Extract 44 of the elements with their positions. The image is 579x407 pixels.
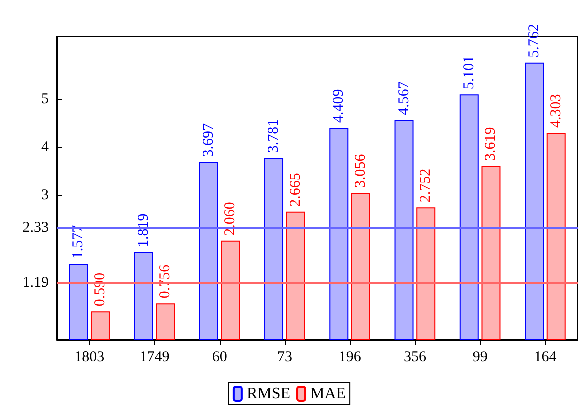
data-label: 5.762 [526, 24, 543, 58]
y-tick-label: 5 [42, 92, 49, 108]
bar [134, 252, 154, 340]
x-tick-label: 73 [277, 350, 292, 366]
data-label: 3.781 [266, 119, 282, 154]
data-label: 2.752 [418, 168, 434, 203]
x-tick-label: 1749 [140, 350, 170, 366]
y-tick-label: 3 [42, 188, 49, 204]
bar [69, 264, 88, 340]
x-tick-label: 196 [338, 350, 362, 366]
data-label: 5.101 [461, 56, 478, 90]
bar [416, 208, 436, 340]
y-tick-label: 2.33 [22, 220, 49, 236]
bar [525, 62, 544, 340]
legend-label: RMSE [246, 386, 291, 402]
bar [221, 240, 240, 340]
x-tick-label: 356 [404, 350, 427, 366]
bar [460, 94, 479, 340]
bar [286, 212, 306, 340]
data-label: 3.056 [352, 154, 369, 188]
data-label: 4.303 [548, 94, 564, 128]
data-label: 4.567 [396, 81, 412, 116]
bar [351, 193, 370, 340]
data-label: 3.697 [200, 122, 217, 158]
bar [264, 158, 284, 340]
bar [199, 162, 218, 340]
data-label: 2.665 [288, 173, 304, 207]
data-label: 2.060 [222, 202, 239, 236]
x-tick-label: 99 [472, 350, 488, 366]
y-tick-label: 1.19 [22, 274, 49, 291]
y-tick-label: 4 [42, 140, 50, 156]
bar [546, 133, 566, 340]
x-tick-label: 60 [212, 350, 228, 366]
bar [90, 312, 110, 340]
bar [394, 120, 414, 340]
bar [482, 166, 501, 340]
data-label: 4.409 [331, 89, 348, 123]
bar [330, 128, 349, 340]
data-label: 3.619 [483, 127, 500, 161]
legend-label: MAE [310, 386, 346, 402]
data-label: 1.819 [136, 214, 152, 248]
x-tick-label: 1803 [74, 350, 105, 366]
bar [156, 304, 176, 340]
x-tick-label: 164 [534, 350, 558, 366]
